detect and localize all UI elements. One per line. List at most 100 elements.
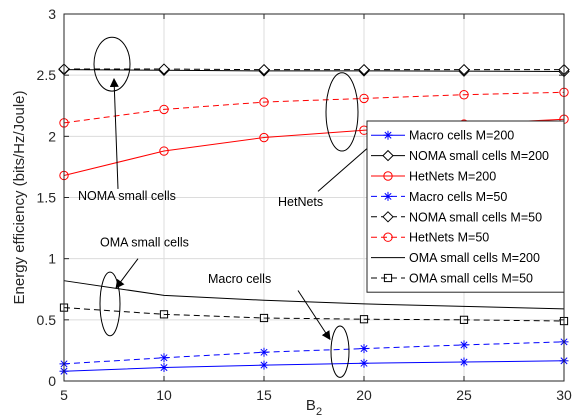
- data-point: [259, 347, 269, 357]
- marker-stroke: [360, 345, 368, 353]
- marker-stroke: [160, 364, 168, 372]
- series-line: [63, 91, 565, 124]
- series-line: [63, 360, 565, 372]
- y-tick-label: 3: [48, 6, 56, 22]
- data-point: [259, 313, 269, 323]
- annotation-2: OMA small cells: [99, 235, 189, 337]
- x-tick-label: 30: [556, 387, 572, 403]
- marker-stroke: [460, 358, 468, 366]
- legend-marker: [383, 171, 393, 181]
- legend-marker: [382, 211, 394, 223]
- marker-shape: [259, 313, 269, 323]
- legend-item: OMA small cells M=50: [371, 272, 533, 286]
- x-tick-label: 25: [456, 387, 472, 403]
- data-point: [359, 93, 369, 104]
- marker-stroke: [360, 359, 368, 367]
- annotation-layer: NOMA small cells HetNets OMA small cells Ma…: [78, 36, 389, 378]
- data-point: [359, 315, 369, 324]
- marker-shape: [359, 315, 369, 324]
- x-tick-label: 15: [256, 387, 272, 403]
- marker-shape: [359, 93, 369, 104]
- data-point: [259, 132, 269, 143]
- marker-shape: [159, 310, 169, 319]
- series-6: [63, 280, 565, 310]
- data-point: [358, 63, 370, 76]
- data-point: [459, 315, 469, 324]
- x-tick-label: 10: [156, 387, 172, 403]
- marker-shape: [382, 149, 394, 162]
- legend-label: NOMA small cells M=50: [409, 210, 542, 224]
- marker-shape: [458, 63, 470, 76]
- annotation-label: NOMA small cells: [78, 189, 176, 203]
- x-tick-label: 5: [60, 387, 68, 403]
- series-line: [63, 280, 565, 310]
- series-5: [59, 87, 569, 128]
- marker-shape: [459, 315, 469, 324]
- annotation-0: NOMA small cells: [78, 36, 176, 203]
- y-tick-label: 0.5: [37, 312, 57, 328]
- marker-shape: [159, 146, 169, 156]
- annotation-3: Macro cells: [208, 272, 350, 378]
- legend-item: NOMA small cells M=200: [371, 149, 549, 163]
- legend-label: OMA small cells M=200: [409, 251, 540, 265]
- data-point: [258, 63, 270, 76]
- y-tick-label: 2: [48, 128, 56, 144]
- marker-shape: [459, 90, 469, 100]
- series-line: [63, 341, 565, 365]
- annotation-arrow: [109, 77, 119, 189]
- y-tick-label: 0: [48, 373, 56, 389]
- series-line: [63, 69, 565, 72]
- data-point: [159, 353, 169, 363]
- legend: Macro cells M=200 NOMA small cells M=200 H…: [366, 120, 565, 293]
- series-4: [58, 63, 570, 76]
- data-point: [359, 358, 369, 368]
- legend-label: HetNets M=50: [409, 231, 489, 245]
- annotation-ellipse: [99, 271, 121, 337]
- marker-shape: [259, 97, 269, 107]
- series-line: [63, 307, 565, 322]
- marker-shape: [158, 63, 170, 75]
- annotation-ellipse: [93, 36, 131, 92]
- marker-shape: [383, 171, 393, 181]
- annotation-label: HetNets: [278, 195, 323, 209]
- data-point: [459, 340, 469, 350]
- legend-label: Macro cells M=50: [409, 190, 507, 204]
- legend-item: HetNets M=200: [371, 170, 496, 184]
- legend-item: HetNets M=50: [371, 231, 489, 245]
- marker-shape: [383, 232, 393, 242]
- marker-stroke: [384, 131, 392, 139]
- marker-stroke: [384, 192, 392, 200]
- marker-shape: [259, 132, 269, 143]
- y-tick-label: 1.5: [37, 190, 57, 206]
- legend-label: HetNets M=200: [409, 170, 496, 184]
- y-tick-label: 2.5: [37, 67, 57, 83]
- marker-shape: [383, 273, 393, 283]
- data-point: [459, 357, 469, 367]
- series-layer: [58, 63, 570, 376]
- data-point: [259, 360, 269, 370]
- legend-item: OMA small cells M=200: [371, 251, 540, 265]
- annotation-label: Macro cells: [208, 272, 271, 286]
- data-point: [159, 310, 169, 319]
- legend-marker: [383, 232, 393, 242]
- marker-shape: [358, 63, 370, 76]
- marker-shape: [382, 211, 394, 223]
- y-axis-title: Energy efficiency (bits/Hz/Joule): [11, 91, 28, 305]
- series-line: [64, 68, 564, 71]
- x-axis-title: B2: [306, 397, 322, 418]
- data-point: [459, 90, 469, 100]
- annotation-arrow: [297, 290, 331, 341]
- legend-marker: [383, 191, 393, 201]
- data-point: [158, 63, 170, 75]
- legend-marker: [383, 130, 393, 140]
- annotation-ellipse: [330, 325, 350, 378]
- marker-stroke: [260, 361, 268, 369]
- data-point: [458, 63, 470, 76]
- marker-stroke: [160, 354, 168, 362]
- legend-item: Macro cells M=200: [371, 129, 514, 143]
- x-tick-label: 20: [356, 387, 372, 403]
- y-tick-label: 1: [48, 251, 56, 267]
- marker-shape: [159, 104, 169, 115]
- legend-item: Macro cells M=50: [371, 190, 507, 204]
